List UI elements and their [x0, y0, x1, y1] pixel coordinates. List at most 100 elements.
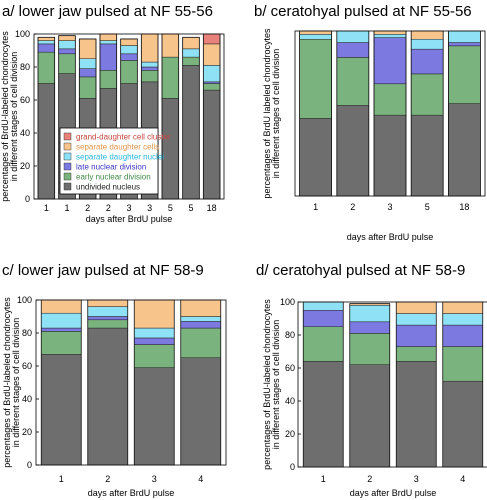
y-tick-label: 80 [285, 330, 295, 340]
bar-segment-separate-daughter-nuclei [182, 48, 200, 58]
x-tick-label: 1 [64, 203, 69, 213]
bar-outline [133, 299, 175, 466]
bar-segment-separate-daughter-nuclei [410, 39, 444, 50]
x-tick-label: 18 [459, 202, 469, 212]
y-tick-label: 0 [25, 194, 30, 204]
bar-segment-early-nuclear-division [161, 56, 179, 99]
bar-segment-separate-daughter-nuclei [79, 58, 97, 69]
bar-segment-separate-daughter-nuclei [349, 305, 390, 323]
bar-segment-undivided-nucleus [134, 367, 175, 466]
bar-segment-early-nuclear-division [299, 39, 332, 119]
legend-swatch-late-nuclear-division [63, 162, 72, 171]
bar-segment-undivided-nucleus [41, 354, 82, 466]
bar-segment-separate-daughter-cells [99, 33, 117, 41]
bar-segment-late-nuclear-division [396, 324, 437, 347]
bar-segment-late-nuclear-division [141, 66, 159, 71]
bar-segment-separate-daughter-nuclei [41, 312, 82, 329]
bar-segment-late-nuclear-division [58, 48, 76, 55]
bar-segment-separate-daughter-nuclei [396, 313, 437, 326]
bar-segment-early-nuclear-division [410, 73, 444, 116]
bar-segment-separate-daughter-cells [161, 33, 179, 58]
bar-segment-separate-daughter-nuclei [134, 327, 175, 339]
y-tick-label: 0 [27, 460, 32, 470]
bar-segment-separate-daughter-cells [442, 301, 483, 314]
bar-segment-early-nuclear-division [58, 53, 76, 74]
bar-segment-separate-daughter-cells [203, 43, 221, 66]
bar-segment-early-nuclear-division [349, 333, 390, 365]
bar-outline [140, 33, 159, 200]
chart-title: a/ lower jaw pulsed at NF 55-56 [2, 3, 213, 20]
chart-title: d/ ceratohyal pulsed at NF 58-9 [256, 262, 465, 279]
bar-segment-separate-daughter-cells [134, 299, 175, 329]
x-tick-label: 18 [207, 203, 217, 213]
bar-segment-undivided-nucleus [442, 380, 483, 468]
y-tick-label: 20 [285, 429, 295, 439]
x-tick-label: 2 [106, 203, 111, 213]
y-tick-label: 60 [285, 363, 295, 373]
chart-title: c/ lower jaw pulsed at NF 58-9 [2, 262, 204, 279]
bar-outline [161, 33, 180, 200]
chart-panel-1: b/ ceratohyal pulsed at NF 55-56 percenta… [254, 3, 486, 242]
bar-outline [58, 35, 76, 200]
bar-segment-separate-daughter-cells [120, 38, 138, 46]
x-axis-label: days after BrdU pulse [86, 214, 173, 224]
bar-segment-early-nuclear-division [141, 70, 159, 83]
y-axis-label: percentages of BrdU-labeled chondrocytes [262, 299, 272, 470]
bar-outline [299, 30, 333, 197]
bar-segment-late-nuclear-division [120, 53, 138, 61]
bar-segment-separate-daughter-cells [396, 301, 437, 314]
legend-box [59, 127, 159, 195]
chart-panel-3: d/ ceratohyal pulsed at NF 58-9 0 20 40 60 80… [256, 262, 487, 498]
bar-segment-separate-daughter-nuclei [373, 34, 407, 38]
bar-segment-late-nuclear-division [37, 43, 55, 53]
bar-segment-early-nuclear-division [182, 56, 200, 66]
y-tick-label: 40 [22, 394, 32, 404]
chart-panel-2: c/ lower jaw pulsed at NF 58-9 0 20 40 60 80 1… [2, 262, 227, 498]
bar-outline [410, 30, 444, 197]
bar-segment-early-nuclear-division [203, 83, 221, 91]
bar-segment-late-nuclear-division [373, 37, 407, 85]
bar-outline [78, 38, 97, 200]
x-tick-label: 5 [168, 203, 173, 213]
x-tick-label: 1 [313, 202, 318, 212]
bar-segment-separate-daughter-cells [37, 37, 55, 41]
y-axis-label: percentages of BrdU-labeled chondrocytes [0, 31, 10, 202]
bar-segment-separate-daughter-nuclei [336, 30, 370, 43]
bar-outline [442, 301, 484, 468]
bar-segment-grand-daughter-cell-cluster [203, 33, 221, 45]
bar-outline [373, 30, 407, 197]
bar-segment-undivided-nucleus [203, 89, 221, 200]
y-tick-label: 40 [285, 396, 295, 406]
bar-segment-early-nuclear-division [41, 331, 82, 355]
legend-swatch-grand-daughter-cell-cluster [63, 132, 72, 141]
bar-segment-early-nuclear-division [99, 70, 117, 89]
y-axis-label: in different stages of cell division [271, 49, 281, 178]
y-tick-label: 20 [20, 161, 30, 171]
x-tick-label: 2 [105, 474, 110, 484]
y-tick-label: 100 [17, 295, 32, 305]
bar-segment-early-nuclear-division [448, 45, 481, 104]
x-tick-label: 3 [152, 474, 157, 484]
bar-segment-early-nuclear-division [120, 60, 138, 84]
y-tick-label: 100 [15, 29, 30, 39]
chart-title: b/ ceratohyal pulsed at NF 55-56 [254, 3, 472, 20]
bar-segment-late-nuclear-division [41, 327, 82, 332]
bar-segment-early-nuclear-division [79, 76, 97, 99]
legend-label-separate-daughter-nuclei: separate daughter nuclei [76, 153, 164, 162]
y-tick-label: 20 [22, 427, 32, 437]
bar-segment-early-nuclear-division [336, 57, 370, 106]
bar-segment-undivided-nucleus [182, 65, 200, 200]
bar-segment-late-nuclear-division [442, 324, 483, 347]
y-tick-label: 80 [20, 62, 30, 72]
bar-outline [336, 30, 370, 197]
plot-frame [297, 301, 487, 468]
bar-segment-early-nuclear-division [134, 344, 175, 368]
x-tick-label: 5 [188, 203, 193, 213]
x-tick-label: 3 [387, 202, 392, 212]
bar-segment-late-nuclear-division [349, 321, 390, 334]
bar-segment-late-nuclear-division [180, 321, 221, 329]
y-tick-label: 0 [290, 462, 295, 472]
x-tick-label: 1 [321, 474, 326, 484]
